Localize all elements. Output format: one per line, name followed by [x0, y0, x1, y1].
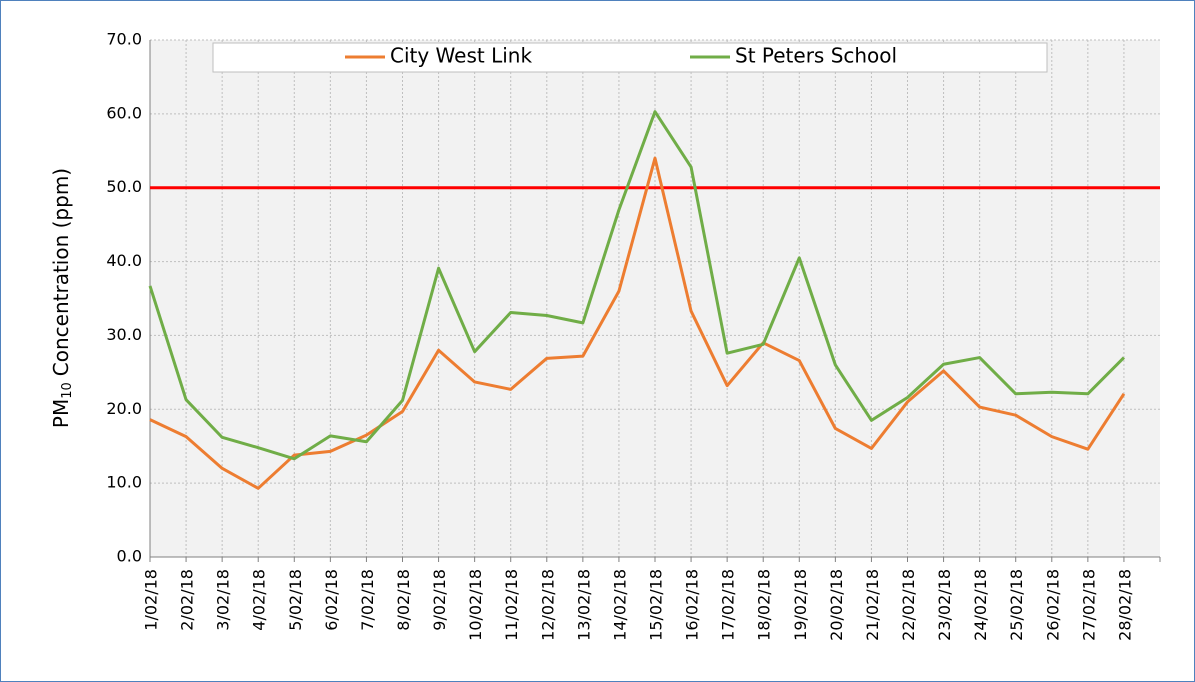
x-tick-label: 5/02/18 [286, 569, 305, 631]
x-tick-label: 27/02/18 [1079, 569, 1098, 641]
x-tick-label: 3/02/18 [214, 569, 233, 631]
x-tick-label: 15/02/18 [647, 569, 666, 641]
y-tick-label: 20.0 [106, 399, 142, 418]
y-tick-label: 0.0 [117, 547, 142, 566]
y-tick-label: 70.0 [106, 30, 142, 49]
x-tick-label: 11/02/18 [502, 569, 521, 641]
legend-box [212, 42, 1048, 73]
x-tick-label: 25/02/18 [1007, 569, 1026, 641]
y-tick-label: 50.0 [106, 177, 142, 196]
y-tick-label: 40.0 [106, 251, 142, 270]
x-tick-label: 28/02/18 [1115, 569, 1134, 641]
y-tick-label: 60.0 [106, 103, 142, 122]
plot-area [150, 40, 1160, 557]
x-tick-label: 6/02/18 [322, 569, 341, 631]
x-tick-label: 13/02/18 [574, 569, 593, 641]
x-tick-label: 8/02/18 [394, 569, 413, 631]
x-tick-label: 24/02/18 [971, 569, 990, 641]
x-tick-label: 12/02/18 [538, 569, 557, 641]
x-tick-label: 17/02/18 [719, 569, 738, 641]
x-tick-label: 23/02/18 [935, 569, 954, 641]
y-label-prefix: PM [49, 399, 73, 428]
y-tick-label: 10.0 [106, 473, 142, 492]
x-tick-label: 14/02/18 [610, 569, 629, 641]
x-tick-label: 19/02/18 [791, 569, 810, 641]
y-axis-label: PM10 Concentration (ppm) [49, 168, 75, 428]
legend-label: City West Link [390, 44, 532, 68]
x-tick-label: 22/02/18 [899, 569, 918, 641]
x-tick-label: 16/02/18 [683, 569, 702, 641]
x-tick-label: 18/02/18 [755, 569, 774, 641]
x-tick-label: 9/02/18 [430, 569, 449, 631]
y-tick-label: 30.0 [106, 325, 142, 344]
x-tick-label: 1/02/18 [142, 569, 161, 631]
legend-label: St Peters School [735, 44, 897, 68]
x-tick-label: 21/02/18 [863, 569, 882, 641]
x-tick-label: 20/02/18 [827, 569, 846, 641]
x-tick-label: 4/02/18 [250, 569, 269, 631]
x-tick-label: 7/02/18 [358, 569, 377, 631]
series-line [149, 156, 1126, 490]
x-tick-label: 2/02/18 [178, 569, 197, 631]
series-line [148, 110, 1125, 461]
y-label-subscript: 10 [60, 382, 75, 399]
x-tick-label: 10/02/18 [466, 569, 485, 641]
y-label-suffix: Concentration (ppm) [49, 168, 73, 376]
x-tick-label: 26/02/18 [1043, 569, 1062, 641]
